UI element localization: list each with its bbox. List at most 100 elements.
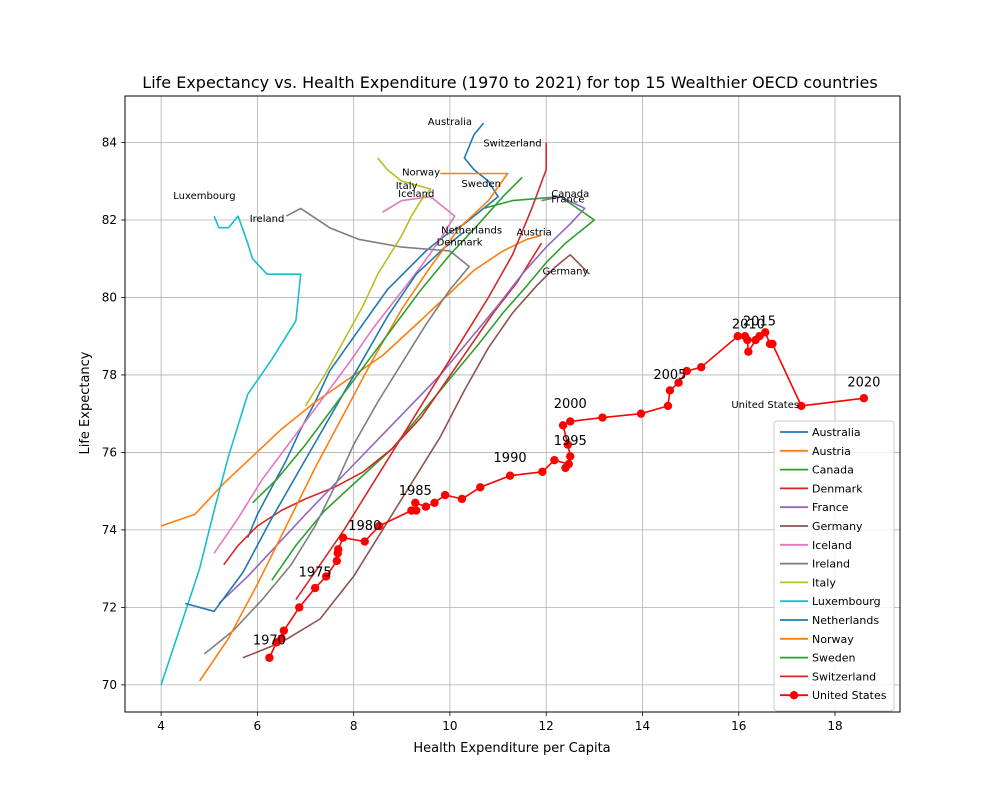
series-line-netherlands [184, 230, 465, 613]
series-line-denmark [223, 242, 543, 566]
year-annotation: 2010 [732, 318, 765, 333]
country-annotation: Canada [551, 189, 589, 200]
data-point-united-states [566, 452, 575, 461]
country-annotation: Netherlands [441, 226, 502, 237]
data-point-united-states [430, 498, 439, 507]
data-point-united-states [558, 421, 568, 430]
x-tick-label: 4 [157, 719, 165, 733]
y-tick-label: 84 [102, 135, 117, 149]
x-tick-label: 12 [539, 719, 554, 733]
country-annotation: Australia [428, 117, 472, 128]
data-point-united-states [665, 386, 675, 395]
data-point-united-states [277, 634, 286, 643]
data-point-united-states [761, 328, 770, 337]
series-line-germany [242, 254, 591, 659]
data-point-united-states [550, 455, 559, 465]
legend-label: Austria [812, 445, 851, 458]
country-annotation: United States [731, 400, 799, 411]
legend-label: France [812, 501, 849, 514]
country-annotation: France [551, 195, 584, 206]
legend-label: Norway [812, 633, 854, 646]
axis-ticks: 4 6 8 10 12 14 16 18 70 72 74 76 78 80 82 84 [102, 135, 843, 733]
country-annotation: Iceland [398, 189, 434, 200]
data-point-united-states [310, 583, 320, 593]
y-axis-label: Life Expectancy [78, 351, 93, 454]
y-tick-label: 82 [102, 213, 117, 227]
y-tick-label: 70 [102, 678, 117, 692]
plot-frame [124, 95, 901, 713]
country-annotation: Sweden [461, 179, 501, 190]
data-point-united-states [279, 626, 289, 635]
year-annotation: 1980 [348, 519, 381, 534]
legend-label: Iceland [812, 539, 852, 552]
year-annotation: 2005 [653, 368, 686, 383]
y-tick-label: 74 [102, 523, 117, 537]
country-annotation: Denmark [437, 237, 483, 248]
series-line-italy [304, 157, 432, 407]
series-line-luxembourg [160, 215, 302, 686]
legend-label: Switzerland [812, 670, 876, 683]
series-line-switzerland [295, 142, 548, 601]
legend: Australia Austria Canada Denmark France Germa… [773, 420, 895, 712]
data-point-united-states [768, 339, 777, 349]
legend-label: Luxembourg [812, 595, 881, 608]
series-line-sweden [252, 176, 523, 504]
data-point-united-states [561, 463, 570, 473]
legend-label: Netherlands [812, 614, 879, 627]
year-annotation: 1975 [299, 566, 332, 581]
data-point-united-states [733, 332, 742, 341]
country-annotation: Ireland [250, 214, 285, 225]
data-point-united-states [566, 417, 575, 426]
data-point-united-states [421, 502, 431, 511]
annotations: Australia Switzerland Norway Sweden Italy Ice… [173, 117, 880, 648]
series-line-ireland [203, 207, 471, 655]
country-annotation: Switzerland [483, 138, 541, 149]
data-point-united-states [696, 362, 706, 372]
x-tick-label: 8 [350, 719, 358, 733]
data-point-united-states [411, 498, 420, 507]
x-tick-label: 10 [442, 719, 457, 733]
data-point-united-states [859, 393, 869, 403]
data-point-united-states [636, 409, 646, 418]
data-point-united-states [440, 490, 450, 500]
country-annotation: Luxembourg [173, 191, 235, 202]
legend-label: Australia [812, 426, 861, 439]
y-tick-label: 72 [102, 600, 117, 614]
x-tick-label: 16 [731, 719, 746, 733]
series-line-austria [160, 234, 542, 527]
chart-title: Life Expectancy vs. Health Expenditure (… [142, 73, 877, 92]
series-line-iceland [213, 195, 456, 554]
x-tick-label: 6 [254, 719, 262, 733]
data-point-united-states [332, 556, 342, 566]
legend-label: Ireland [812, 558, 850, 571]
data-point-united-states [265, 653, 274, 662]
legend-label: Denmark [812, 482, 863, 495]
x-axis-label: Health Expenditure per Capita [413, 741, 610, 756]
legend-marker-united-states [789, 691, 799, 700]
country-annotation: Austria [516, 228, 551, 239]
data-point-united-states [682, 366, 691, 376]
series-line-canada [271, 195, 596, 581]
legend-label: Germany [812, 520, 863, 533]
data-point-united-states [476, 483, 485, 492]
year-annotation: 1990 [494, 451, 527, 466]
y-tick-label: 80 [102, 290, 117, 304]
data-point-united-states [457, 494, 467, 504]
year-annotation: 2020 [847, 376, 880, 391]
year-annotation: 2000 [554, 397, 587, 412]
data-point-united-states [505, 471, 515, 480]
data-point-united-states [797, 401, 806, 411]
data-point-united-states [744, 347, 753, 356]
country-annotation: Germany [542, 266, 588, 277]
data-point-united-states [295, 603, 304, 612]
legend-label: Canada [812, 464, 854, 477]
data-point-united-states [563, 440, 573, 449]
y-tick-label: 78 [102, 368, 117, 382]
data-point-united-states [743, 335, 752, 345]
y-tick-label: 76 [102, 445, 117, 459]
data-point-united-states [374, 521, 384, 531]
year-annotation: 1985 [399, 484, 432, 499]
legend-label: Italy [812, 576, 836, 589]
